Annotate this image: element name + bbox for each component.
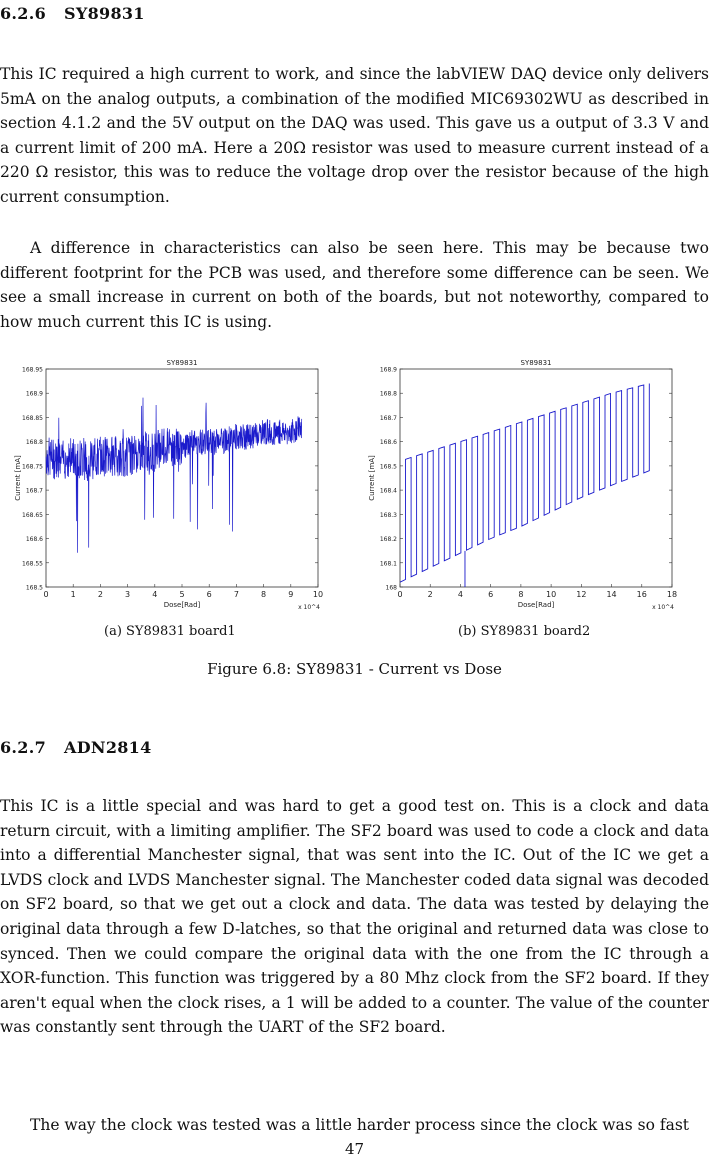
- y-tick-label: 168.6: [380, 439, 397, 446]
- x-tick-label: 8: [518, 590, 523, 599]
- y-tick-label: 168.7: [26, 488, 43, 495]
- paragraph: This IC is a little special and was hard…: [0, 797, 709, 1037]
- chart-board2: SY89831 0 2 4 6 8 10 12 14 16 18 168 168.1 168.2 168.3…: [368, 359, 677, 611]
- x-tick-label: 0: [43, 590, 48, 599]
- x-tick-label: 4: [458, 590, 463, 599]
- y-tick-label: 168.85: [22, 415, 43, 422]
- y-tick-label: 168.3: [380, 512, 397, 519]
- x-tick-label: 2: [428, 590, 433, 599]
- section-heading-sy89831: 6.2.6 SY89831: [0, 4, 145, 23]
- y-tick-label: 168.7: [380, 415, 397, 422]
- x-multiplier-label: x 10^4: [298, 604, 320, 611]
- x-multiplier-label: x 10^4: [652, 604, 674, 611]
- y-tick-label: 168.4: [380, 488, 397, 495]
- x-tick-label: 6: [488, 590, 493, 599]
- x-tick-label: 1: [71, 590, 76, 599]
- y-tick-label: 168: [386, 585, 398, 592]
- subcaption-b: (b) SY89831 board2: [458, 624, 591, 639]
- y-tick-label: 168.1: [380, 560, 397, 567]
- section-heading-adn2814: 6.2.7 ADN2814: [0, 738, 152, 757]
- section-number: 6.2.6: [0, 4, 47, 23]
- y-tick-label: 168.5: [380, 463, 397, 470]
- section-title: SY89831: [64, 4, 145, 23]
- y-tick-label: 168.9: [380, 367, 397, 374]
- chart-title: SY89831: [167, 359, 198, 367]
- series-line: [45, 397, 303, 553]
- y-tick-label: 168.75: [22, 463, 43, 470]
- subcaption-a: (a) SY89831 board1: [104, 624, 236, 639]
- y-tick-label: 168.9: [26, 391, 43, 398]
- x-tick-label: 16: [637, 590, 647, 599]
- x-tick-label: 6: [207, 590, 212, 599]
- x-tick-label: 3: [125, 590, 130, 599]
- x-tick-label: 7: [234, 590, 239, 599]
- y-tick-label: 168.6: [26, 536, 43, 543]
- x-tick-label: 4: [152, 590, 157, 599]
- y-tick-label: 168.5: [26, 585, 43, 592]
- chart-title: SY89831: [521, 359, 552, 367]
- chart-board1: SY89831 0 1 2 3 4 5 6 7 8 9 10 168.5 168.55 168.6 168.6…: [14, 359, 323, 611]
- y-tick-label: 168.65: [22, 512, 43, 519]
- figure-caption: Figure 6.8: SY89831 - Current vs Dose: [207, 660, 502, 678]
- plot-frame: [45, 368, 319, 588]
- paragraph: A difference in characteristics can also…: [0, 239, 709, 331]
- x-tick-label: 8: [261, 590, 266, 599]
- x-tick-label: 9: [288, 590, 293, 599]
- section-number: 6.2.7: [0, 738, 47, 757]
- section-title: ADN2814: [64, 738, 152, 757]
- y-tick-label: 168.8: [380, 391, 397, 398]
- y-tick-label: 168.8: [26, 439, 43, 446]
- x-axis-label: Dose[Rad]: [164, 601, 201, 609]
- series-line: [399, 383, 650, 583]
- y-tick-label: 168.2: [380, 536, 397, 543]
- x-tick-label: 18: [667, 590, 677, 599]
- x-axis-label: Dose[Rad]: [518, 601, 555, 609]
- plot-frame: [399, 368, 673, 588]
- x-tick-label: 10: [546, 590, 556, 599]
- x-tick-label: 2: [98, 590, 103, 599]
- paragraph: This IC required a high current to work,…: [0, 65, 709, 206]
- y-tick-label: 168.95: [22, 367, 43, 374]
- x-tick-label: 10: [313, 590, 323, 599]
- x-tick-label: 12: [576, 590, 586, 599]
- page-number: 47: [344, 1140, 365, 1158]
- paragraph: The way the clock was tested was a littl…: [30, 1116, 690, 1134]
- x-tick-label: 0: [397, 590, 402, 599]
- y-axis-label: Current [mA]: [368, 455, 376, 501]
- y-axis-label: Current [mA]: [14, 455, 22, 501]
- y-tick-label: 168.55: [22, 560, 43, 567]
- x-tick-label: 14: [606, 590, 616, 599]
- x-tick-label: 5: [179, 590, 184, 599]
